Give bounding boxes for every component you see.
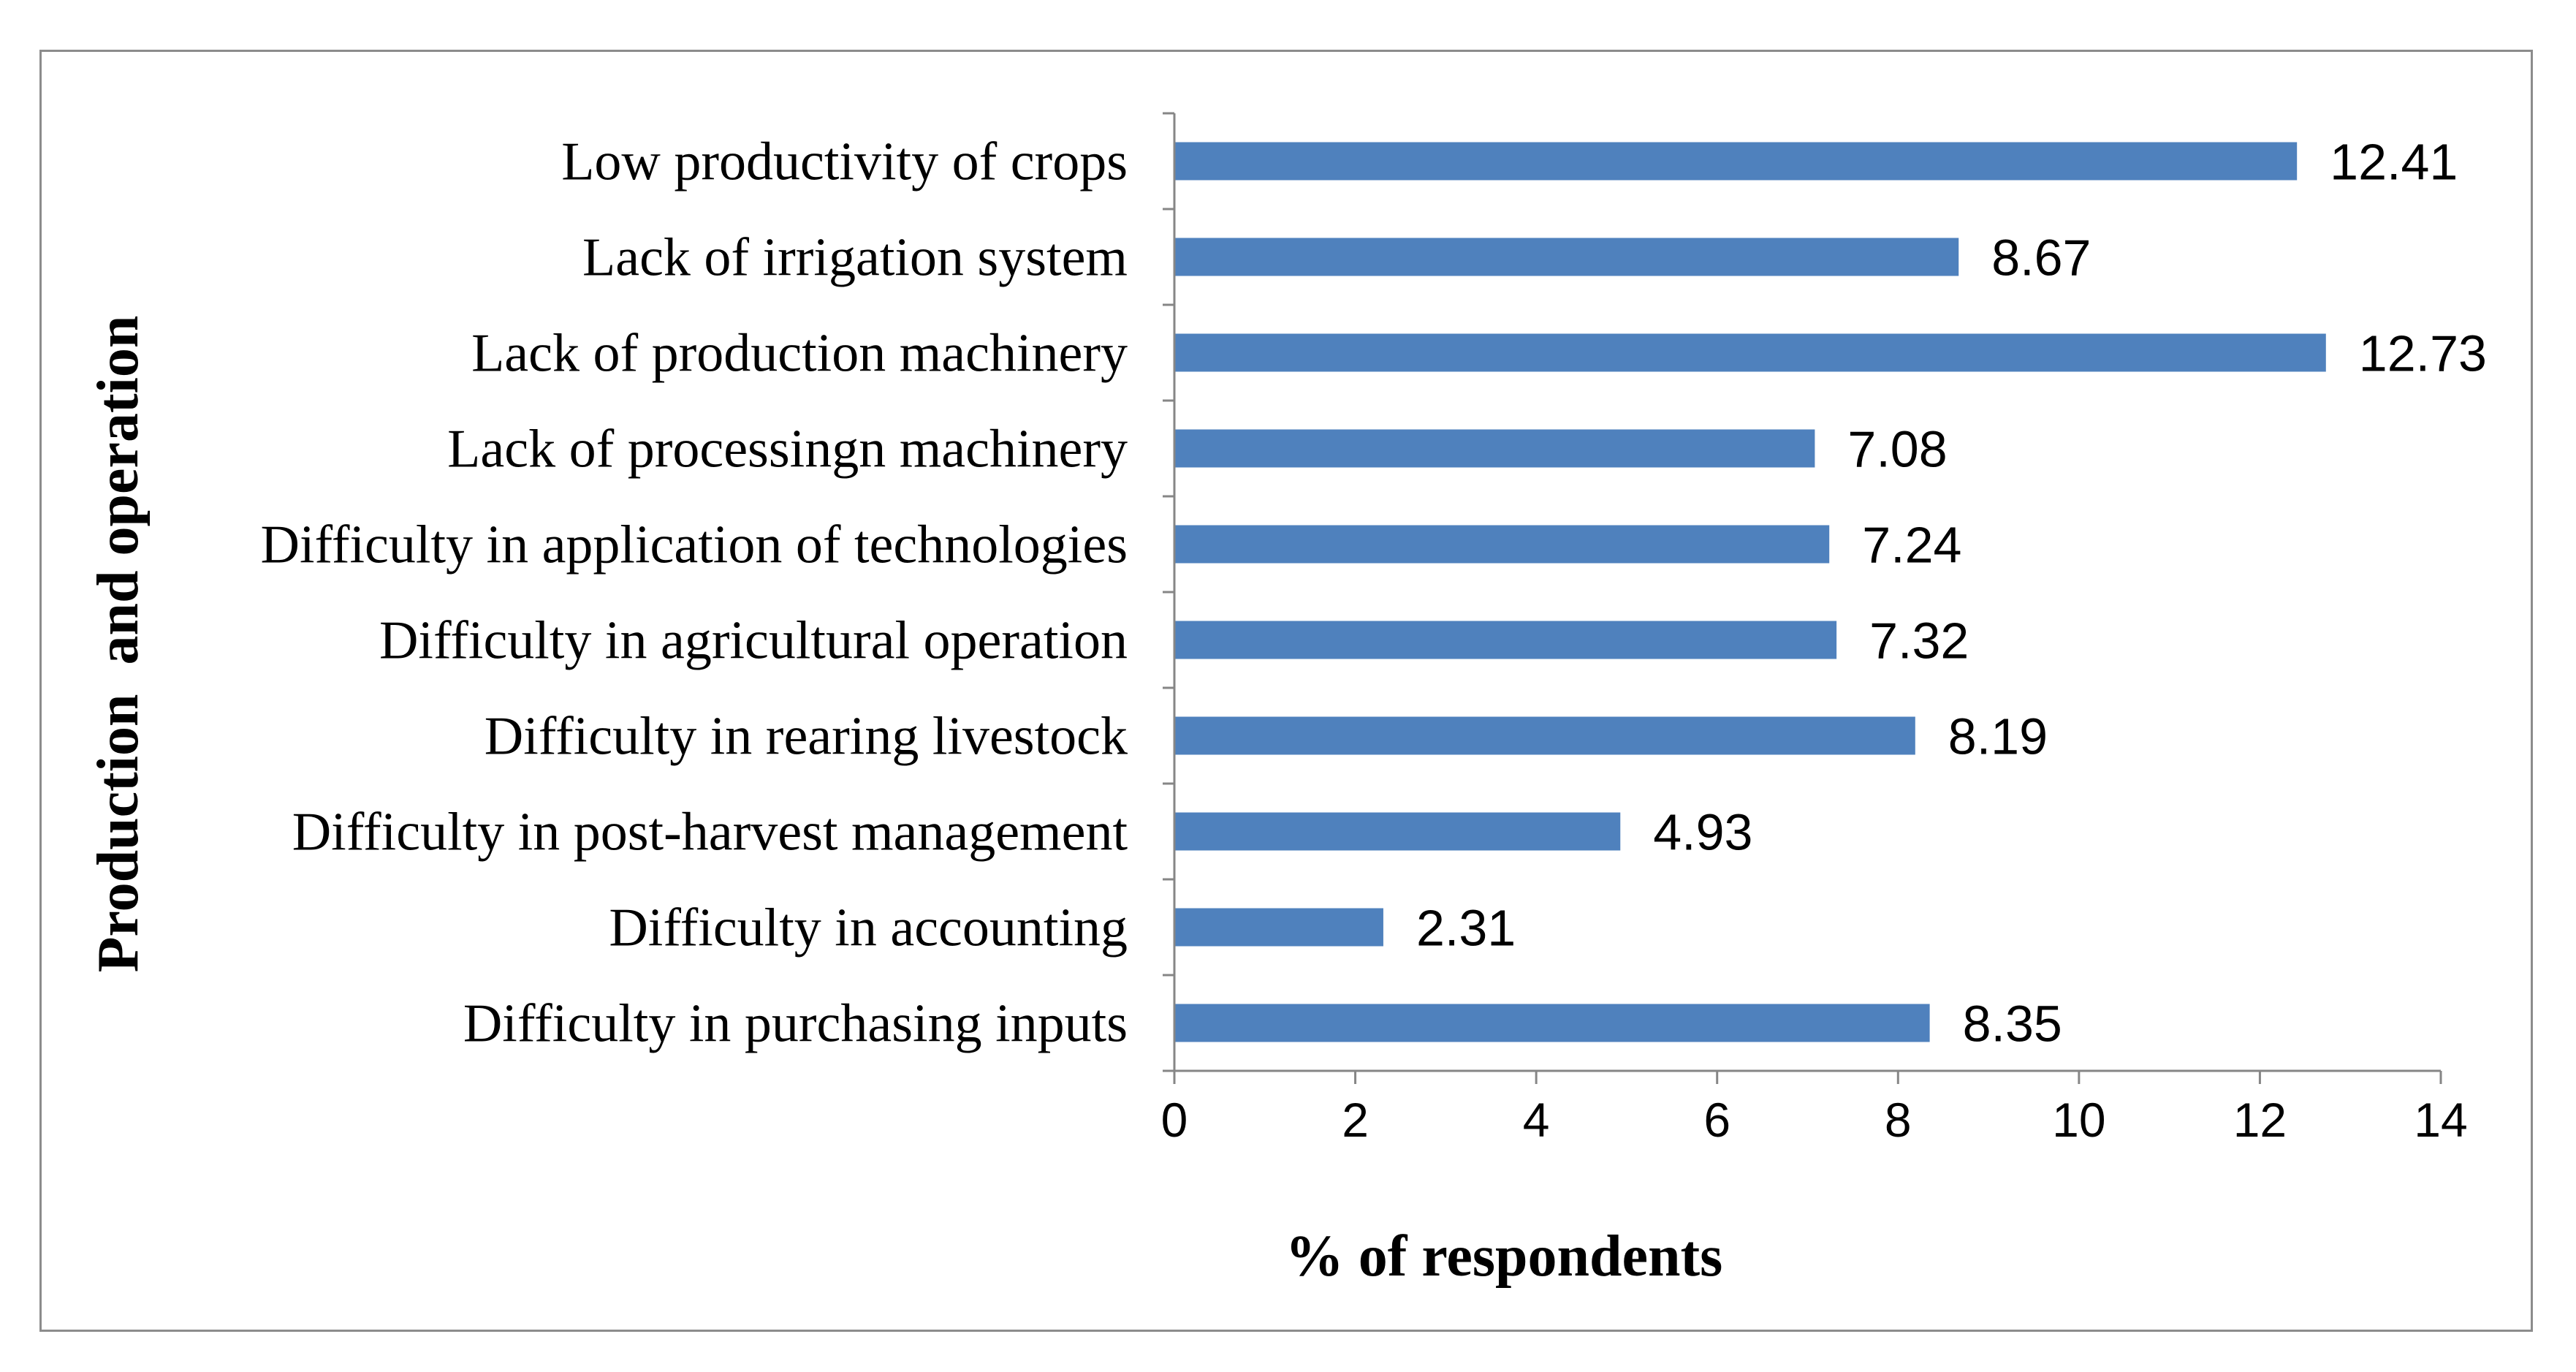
data-label: 2.31 <box>1416 900 1516 957</box>
category-label: Difficulty in accounting <box>609 898 1128 958</box>
category-label: Difficulty in rearing livestock <box>485 707 1128 767</box>
category-label: Lack of production machinery <box>471 324 1128 384</box>
data-label: 12.41 <box>2330 134 2458 191</box>
bar <box>1174 142 2298 181</box>
x-tick-label: 8 <box>1885 1093 1912 1147</box>
x-tick-label: 2 <box>1342 1093 1369 1147</box>
y-axis-title: Production and operation <box>86 316 151 973</box>
bar <box>1174 908 1383 947</box>
category-label: Lack of irrigation system <box>582 228 1128 288</box>
bar <box>1174 716 1915 755</box>
category-label: Difficulty in agricultural operation <box>379 611 1128 671</box>
bar <box>1174 525 1830 564</box>
bar <box>1174 812 1621 851</box>
x-tick-label: 0 <box>1161 1093 1188 1147</box>
category-label: Difficulty in post-harvest management <box>292 803 1128 863</box>
x-axis-title: % of respondents <box>1285 1224 1723 1289</box>
category-label: Difficulty in purchasing inputs <box>463 994 1128 1054</box>
data-label: 8.67 <box>1991 230 2091 287</box>
labels-layer: Low productivity of crops 12.41 Lack of ir… <box>261 132 2487 1054</box>
data-label: 7.24 <box>1862 517 1961 574</box>
bar <box>1174 621 1837 659</box>
category-label: Difficulty in application of technologie… <box>261 515 1128 575</box>
data-label: 4.93 <box>1653 804 1752 861</box>
axis-layer: 0 2 4 6 8 10 12 14 <box>1161 112 2468 1147</box>
bar <box>1174 333 2326 372</box>
bar <box>1174 1004 1930 1042</box>
x-tick-label: 4 <box>1523 1093 1550 1147</box>
data-label: 8.19 <box>1948 708 2048 765</box>
category-label: Lack of processingn machinery <box>447 420 1128 480</box>
x-tick-label: 10 <box>2052 1093 2105 1147</box>
data-label: 12.73 <box>2359 325 2487 382</box>
data-label: 7.08 <box>1847 421 1947 478</box>
bar <box>1174 238 1959 276</box>
bar <box>1174 429 1815 468</box>
category-label: Low productivity of crops <box>561 132 1128 192</box>
x-tick-label: 6 <box>1703 1093 1730 1147</box>
x-tick-label: 12 <box>2233 1093 2287 1147</box>
x-tick-label: 14 <box>2414 1093 2467 1147</box>
data-label: 8.35 <box>1963 996 2062 1053</box>
data-label: 7.32 <box>1869 613 1969 670</box>
bars-layer <box>1174 142 2326 1042</box>
